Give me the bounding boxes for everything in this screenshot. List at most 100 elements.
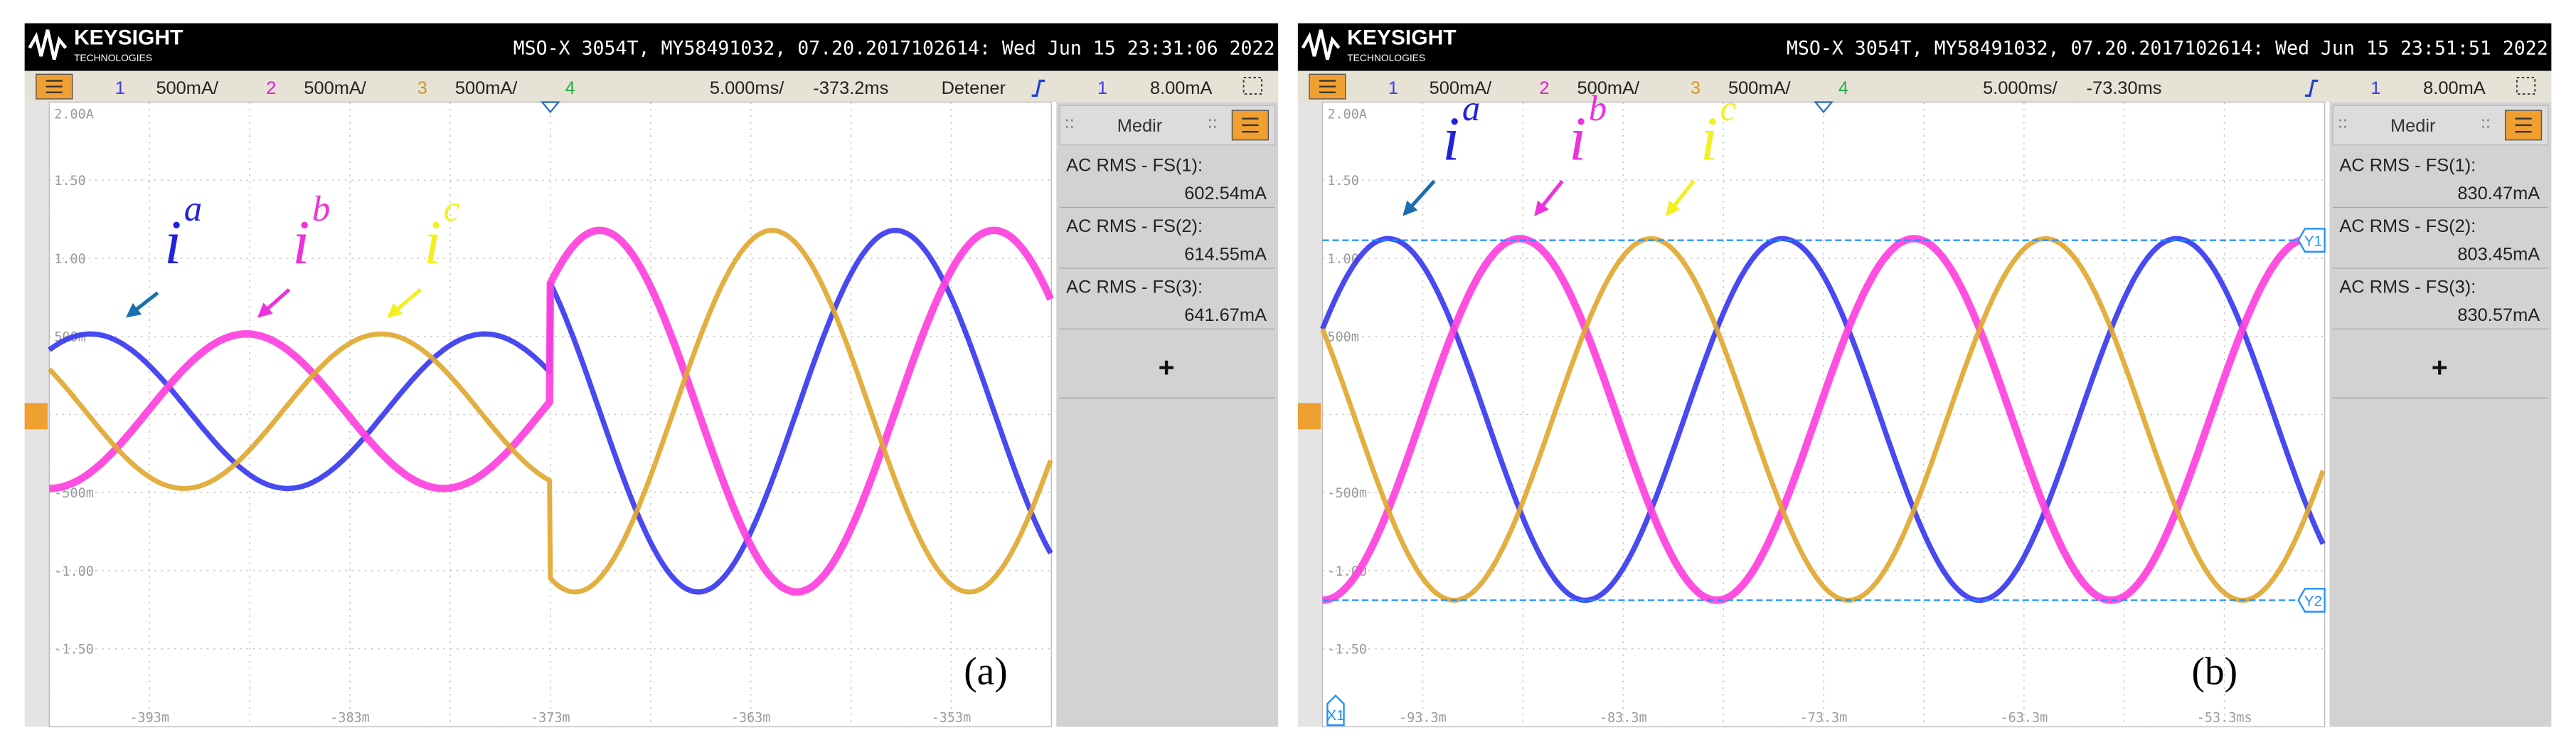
x-scale-label: -373m (531, 710, 570, 725)
timebase: 5.000ms/ (710, 78, 784, 98)
trigger-source: 1 (2370, 78, 2380, 98)
scope-info: MSO-X 3054T, MY58491032, 07.20.201710261… (1787, 38, 2548, 60)
measure-value: 641.67mA (1184, 305, 1267, 325)
waveform (1320, 236, 2326, 603)
header-bar (1297, 23, 2552, 71)
annotation-symbol: i (292, 208, 309, 277)
grip-dots (2339, 119, 2489, 128)
annotation-superscript: a (184, 189, 202, 228)
y-scale-label: 500m (1327, 330, 1358, 345)
delay: -73.30ms (2087, 78, 2162, 98)
measure-label: AC RMS - FS(2): (2339, 216, 2476, 236)
waveform (1320, 236, 2326, 603)
measure-label: AC RMS - FS(2): (1066, 216, 1203, 236)
timebase: 5.000ms/ (1983, 78, 2058, 98)
grip-dots (1066, 119, 1216, 128)
measure-label: AC RMS - FS(3): (2339, 278, 2476, 297)
channel-bar (1297, 70, 2552, 102)
channel-number: 2 (266, 78, 276, 98)
channel-scale: 500mA/ (1728, 78, 1791, 98)
y-scale-label: -1.00 (54, 564, 94, 579)
cursor-tag (1326, 694, 1345, 727)
cursor-label: X1 (1326, 707, 1344, 724)
x-scale-label: -93.3m (1399, 710, 1447, 725)
annotation-arrow (1666, 179, 1696, 216)
y-scale-label: -1.50 (1327, 643, 1367, 658)
annotation-arrow (1403, 179, 1436, 216)
y-scale-label: -500m (1327, 486, 1367, 501)
channel-number: 1 (115, 78, 125, 98)
menu-icon (1309, 73, 1346, 100)
y-scale-label: 1.00 (1327, 252, 1358, 267)
measure-add: + (2432, 352, 2448, 383)
cursor-tag (2297, 228, 2326, 253)
y-scale-label: 2.00A (1327, 107, 1367, 122)
channel-number: 1 (1388, 78, 1398, 98)
channel-number: 4 (565, 78, 575, 98)
channel-scale: 500mA/ (1430, 78, 1492, 98)
x-scale-label: -383m (330, 710, 370, 725)
trigger-position-marker (540, 101, 560, 114)
measure-value: 803.45mA (2457, 244, 2540, 264)
header-bar (24, 23, 1279, 71)
brand-sub: TECHNOLOGIES (74, 52, 152, 63)
channel-number: 4 (1838, 78, 1848, 98)
measure-value: 602.54mA (1184, 184, 1267, 204)
channel-scale: 500mA/ (455, 78, 518, 98)
channel-number: 3 (417, 78, 427, 98)
x-scale-label: -353m (932, 710, 972, 725)
y-scale-label: 1.50 (1327, 174, 1358, 189)
cursor-label: Y1 (2304, 233, 2322, 250)
measure-label: AC RMS - FS(1): (2339, 156, 2476, 176)
annotation-arrow (257, 288, 291, 318)
measure-title: Medir (1117, 116, 1163, 136)
menu-icon-lines (2515, 117, 2532, 133)
measure-panel (1056, 102, 1279, 727)
y-scale-label: 1.00 (54, 252, 85, 267)
x-scale-label: -393m (129, 710, 169, 725)
waveform (47, 228, 1053, 595)
scope-panel: KEYSIGHT TECHNOLOGIES MSO-X 3054T, MY58491… (1297, 23, 2552, 728)
annotation-symbol: i (1569, 104, 1586, 173)
panel-caption: (b) (2191, 649, 2237, 692)
trigger-level: 8.00mA (2423, 78, 2486, 98)
logo-mark (1301, 29, 1341, 60)
x-scale-label: -83.3m (1600, 710, 1647, 725)
measure-title: Medir (2390, 116, 2436, 136)
x-scale-label: -73.3m (1800, 710, 1848, 725)
y-scale-label: -1.50 (54, 643, 94, 658)
channel-scale: 500mA/ (156, 78, 218, 98)
annotation-superscript: c (1720, 88, 1737, 128)
panel-caption: (a) (964, 649, 1008, 692)
annotation-symbol: i (164, 208, 181, 277)
annotation-superscript: b (1589, 88, 1607, 128)
scope-info: MSO-X 3054T, MY58491032, 07.20.201710261… (513, 38, 1275, 60)
trigger-edge-icon (1031, 79, 1045, 97)
zoom-icon (1242, 77, 1262, 95)
channel-scale: 500mA/ (1577, 78, 1640, 98)
run-status: Detener (942, 78, 1006, 98)
annotation-arrow (125, 291, 159, 318)
annotation-symbol: i (424, 208, 441, 277)
brand-sub: TECHNOLOGIES (1347, 52, 1425, 63)
ground-marker (24, 403, 48, 430)
trigger-position-marker (1814, 101, 1834, 114)
trigger-source: 1 (1097, 78, 1107, 98)
menu-icon-lines (46, 80, 63, 93)
x-scale-label: -53.3ms (2197, 710, 2252, 725)
y-scale-label: 1.50 (54, 174, 85, 189)
annotation-symbol: i (1701, 104, 1718, 173)
cursor-tag (2297, 588, 2326, 613)
ground-marker (1297, 403, 1321, 430)
annotation-superscript: c (444, 189, 460, 228)
y-scale-label: 2.00A (54, 107, 94, 122)
channel-number: 2 (1539, 78, 1549, 98)
cursor-label: Y2 (2304, 593, 2322, 610)
x-scale-label: -63.3m (2000, 710, 2048, 725)
trigger-level: 8.00mA (1150, 78, 1213, 98)
trigger-edge-icon (2304, 79, 2319, 97)
channel-number: 3 (1691, 78, 1701, 98)
scope-panel: KEYSIGHT TECHNOLOGIES MSO-X 3054T, MY58491… (24, 23, 1279, 728)
